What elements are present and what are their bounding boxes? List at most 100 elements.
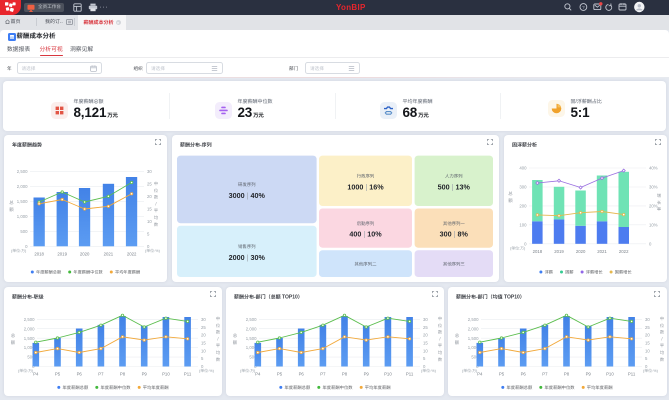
svg-text:年度薪酬中位数: 年度薪酬中位数 — [323, 384, 354, 389]
svg-text:P7: P7 — [98, 371, 104, 376]
svg-text:位: 位 — [438, 322, 442, 327]
svg-text:率: 率 — [656, 207, 660, 212]
svg-text:0: 0 — [476, 364, 479, 369]
svg-text:P5: P5 — [55, 371, 61, 376]
svg-text:人力序列: 人力序列 — [445, 174, 463, 179]
svg-text:P6: P6 — [520, 371, 526, 376]
svg-text:10%: 10% — [649, 222, 658, 227]
svg-text:400 | 10%: 400 | 10% — [349, 230, 382, 239]
svg-text:后勤序列: 后勤序列 — [357, 221, 375, 226]
svg-text:其他序列二: 其他序列二 — [355, 261, 378, 266]
svg-text:P4: P4 — [33, 371, 39, 376]
svg-text:1,500: 1,500 — [17, 199, 28, 204]
svg-text:0: 0 — [649, 241, 652, 246]
svg-text:中: 中 — [154, 181, 158, 186]
svg-text:P11: P11 — [184, 371, 192, 376]
svg-text:15: 15 — [645, 340, 650, 345]
svg-text:数: 数 — [154, 222, 159, 227]
svg-text:额: 额 — [508, 198, 513, 203]
svg-text:15: 15 — [201, 340, 206, 345]
svg-text:P9: P9 — [364, 371, 370, 376]
svg-text:平: 平 — [438, 343, 442, 348]
svg-text:(单位:万): (单位:万) — [240, 368, 256, 373]
svg-text:薪酬分布-序列: 薪酬分布-序列 — [180, 142, 212, 149]
svg-text:0: 0 — [147, 244, 150, 249]
svg-text:10: 10 — [147, 219, 152, 224]
svg-text:2,000: 2,000 — [24, 326, 35, 331]
svg-text:行政序列: 行政序列 — [357, 174, 375, 179]
svg-text:其他序列一: 其他序列一 — [443, 221, 466, 226]
svg-text:2018: 2018 — [34, 251, 44, 256]
svg-text:400: 400 — [519, 166, 527, 171]
svg-text:P9: P9 — [585, 371, 591, 376]
svg-text:2022: 2022 — [618, 249, 628, 254]
svg-text:均: 均 — [154, 215, 158, 220]
svg-text:5: 5 — [645, 356, 648, 361]
svg-text:数: 数 — [216, 356, 221, 361]
svg-text:/: / — [439, 336, 441, 341]
svg-text:100: 100 — [519, 222, 527, 227]
svg-text:总: 总 — [454, 333, 459, 338]
svg-text:?: ? — [582, 5, 585, 10]
svg-text:数: 数 — [216, 329, 221, 334]
svg-text:10: 10 — [201, 348, 206, 353]
svg-text:200: 200 — [519, 204, 527, 209]
svg-text:1,000: 1,000 — [17, 214, 28, 219]
svg-text:(单位:万): (单位:万) — [11, 248, 27, 253]
svg-text:数: 数 — [659, 356, 664, 361]
svg-text:P7: P7 — [320, 371, 326, 376]
svg-text:P4: P4 — [477, 371, 483, 376]
svg-text:25: 25 — [147, 181, 152, 186]
svg-text:数: 数 — [154, 195, 159, 200]
svg-text:数: 数 — [438, 329, 443, 334]
svg-text:均: 均 — [216, 350, 220, 355]
svg-text:销售序列: 销售序列 — [238, 244, 256, 249]
svg-text:1,500: 1,500 — [24, 335, 35, 340]
svg-text:/: / — [217, 336, 219, 341]
svg-text:500: 500 — [20, 229, 28, 234]
svg-text:2,000: 2,000 — [246, 326, 257, 331]
svg-text:1,000: 1,000 — [246, 345, 257, 350]
svg-text:2020: 2020 — [575, 249, 585, 254]
svg-text:位: 位 — [659, 322, 663, 327]
svg-text:中: 中 — [438, 316, 442, 321]
svg-text:40%: 40% — [649, 166, 658, 171]
svg-text:总: 总 — [233, 333, 238, 338]
svg-text:300 | 8%: 300 | 8% — [440, 230, 469, 239]
svg-text:20%: 20% — [649, 204, 658, 209]
svg-text:30%: 30% — [649, 185, 658, 190]
svg-text:/: / — [661, 336, 663, 341]
svg-text:P6: P6 — [77, 371, 83, 376]
svg-text:2019: 2019 — [554, 249, 564, 254]
svg-text:固薪增长: 固薪增长 — [614, 270, 632, 275]
svg-text:增: 增 — [656, 193, 660, 198]
svg-text:0: 0 — [25, 244, 28, 249]
svg-text:平均年度薪酬: 平均年度薪酬 — [143, 384, 169, 389]
svg-text:P8: P8 — [342, 371, 348, 376]
svg-text:总: 总 — [9, 200, 14, 205]
svg-text:0: 0 — [254, 364, 257, 369]
svg-text:(单位:万): (单位:万) — [510, 245, 526, 250]
svg-text:0: 0 — [423, 364, 426, 369]
svg-text:15: 15 — [147, 206, 152, 211]
svg-text:P11: P11 — [406, 371, 414, 376]
svg-text:(单位:%): (单位:%) — [643, 368, 659, 373]
svg-text:P5: P5 — [498, 371, 504, 376]
svg-text:2,500: 2,500 — [246, 316, 257, 321]
svg-text:中: 中 — [216, 316, 220, 321]
svg-text:500: 500 — [27, 354, 35, 359]
svg-text:额: 额 — [233, 340, 238, 345]
svg-text:2,500: 2,500 — [24, 316, 35, 321]
svg-text:总: 总 — [508, 191, 513, 196]
svg-text:1,000: 1,000 — [24, 345, 35, 350]
svg-text:平均年度薪酬: 平均年度薪酬 — [115, 270, 140, 275]
svg-text:/: / — [155, 201, 157, 206]
svg-text:年度薪酬总额: 年度薪酬总额 — [36, 270, 62, 275]
svg-text:3000 | 40%: 3000 | 40% — [229, 191, 266, 200]
svg-text:数: 数 — [659, 329, 664, 334]
svg-text:年度薪酬总额: 年度薪酬总额 — [506, 384, 532, 389]
svg-text:均: 均 — [438, 350, 442, 355]
svg-text:1,500: 1,500 — [246, 335, 257, 340]
svg-text:平均年度薪酬: 平均年度薪酬 — [365, 384, 391, 389]
svg-text:平: 平 — [659, 343, 663, 348]
